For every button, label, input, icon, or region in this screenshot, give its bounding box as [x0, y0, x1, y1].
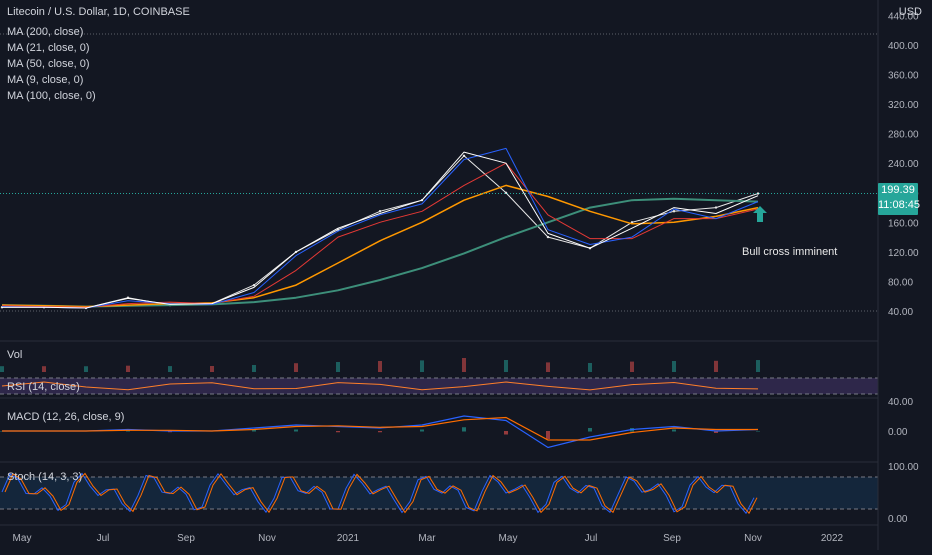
volume-bar: [252, 365, 256, 372]
volume-bar: [0, 366, 4, 372]
stoch-pane-label[interactable]: Stoch (14, 3, 3): [7, 471, 83, 483]
macd-histogram-bar: [756, 431, 760, 432]
currency-label[interactable]: USD: [898, 6, 922, 18]
ma-21-label[interactable]: MA (21, close, 0): [7, 42, 90, 54]
y-tick-label: 440.00: [888, 11, 919, 22]
volume-bar: [84, 366, 88, 372]
volume-bar: [756, 360, 760, 372]
series-line-0: [2, 155, 759, 309]
volume-bar: [42, 366, 46, 372]
x-tick-label: 2021: [337, 533, 360, 544]
up-arrow-icon: [753, 206, 767, 222]
macd-histogram-bar: [588, 428, 592, 432]
price-point: [672, 210, 676, 213]
series-line-3: [1, 162, 759, 308]
macd-tick-label: 0.00: [888, 427, 908, 438]
y-tick-label: 160.00: [888, 218, 919, 229]
x-tick-label: Sep: [663, 533, 681, 544]
ma-200-label[interactable]: MA (200, close): [7, 26, 84, 38]
current-price: 199.39: [881, 184, 915, 196]
macd-histogram-bar: [294, 429, 298, 432]
volume-bar: [672, 361, 676, 372]
series-line-5: [2, 151, 759, 309]
stoch-d-line: [4, 472, 758, 515]
price-point: [504, 191, 508, 194]
x-tick-label: Nov: [744, 533, 762, 544]
y-tick-label: 280.00: [888, 130, 919, 141]
ma-50-label[interactable]: MA (50, close, 0): [7, 58, 90, 70]
price-point: [546, 235, 550, 239]
macd-tick-label: 40.00: [888, 397, 913, 408]
macd-line: [2, 415, 759, 449]
price-point: [336, 228, 340, 231]
volume-bar: [294, 363, 298, 372]
chart-title: Litecoin / U.S. Dollar, 1D, COINBASE: [7, 6, 190, 18]
volume-bar: [168, 366, 172, 372]
rsi-pane-label[interactable]: RSI (14, close): [7, 381, 80, 393]
stoch-band: [0, 477, 878, 509]
series-line-2: [1, 184, 759, 308]
volume-bar: [336, 362, 340, 372]
volume-bar: [420, 360, 424, 372]
volume-bar: [126, 365, 130, 372]
x-tick-label: Jul: [97, 533, 110, 544]
ma-100-label[interactable]: MA (100, close, 0): [7, 90, 96, 102]
price-point: [252, 283, 256, 287]
price-point: [378, 210, 382, 213]
y-tick-label: 40.00: [888, 307, 913, 318]
y-tick-label: 320.00: [888, 100, 919, 111]
macd-pane-label[interactable]: MACD (12, 26, close, 9): [7, 411, 125, 423]
macd-signal-line: [2, 416, 758, 441]
y-tick-label: 240.00: [888, 159, 919, 170]
volume-bar: [588, 363, 592, 372]
x-tick-label: May: [13, 533, 32, 544]
ma-9-label[interactable]: MA (9, close, 0): [7, 74, 84, 86]
stoch-tick-label: 100.00: [888, 462, 919, 473]
macd-histogram-bar: [168, 431, 172, 433]
x-tick-label: 2022: [821, 533, 844, 544]
price-point: [756, 192, 760, 195]
stoch-tick-label: 0.00: [888, 514, 908, 525]
series-line-4: [1, 147, 759, 309]
rsi-band: [0, 378, 878, 394]
x-tick-label: Mar: [418, 533, 436, 544]
volume-bar: [546, 362, 550, 372]
macd-histogram-bar: [714, 431, 718, 433]
x-tick-label: Sep: [177, 533, 195, 544]
macd-histogram-bar: [378, 431, 382, 433]
y-tick-label: 400.00: [888, 41, 919, 52]
rsi-line: [1, 381, 759, 391]
volume-bar: [504, 360, 508, 372]
x-tick-label: May: [499, 533, 518, 544]
macd-histogram-bar: [336, 431, 340, 433]
x-tick-label: Jul: [585, 533, 598, 544]
macd-histogram-bar: [672, 429, 676, 432]
price-tag: 199.39 11:08:45: [878, 183, 921, 215]
y-tick-label: 120.00: [888, 248, 919, 259]
x-tick-label: Nov: [258, 533, 276, 544]
bull-cross-annotation: Bull cross imminent: [742, 246, 838, 258]
price-point: [714, 206, 718, 209]
price-point: [462, 154, 466, 158]
macd-histogram-bar: [420, 429, 424, 432]
volume-bar: [630, 361, 634, 372]
y-tick-label: 80.00: [888, 277, 913, 288]
macd-histogram-bar: [252, 429, 256, 432]
macd-histogram-bar: [462, 427, 466, 432]
y-tick-label: 360.00: [888, 71, 919, 82]
volume-pane-label[interactable]: Vol: [7, 349, 23, 361]
volume-bar: [210, 366, 214, 372]
bar-countdown: 11:08:45: [878, 199, 921, 211]
macd-histogram-bar: [546, 431, 550, 439]
volume-bar: [462, 358, 466, 372]
volume-bar: [714, 360, 718, 372]
macd-histogram-bar: [504, 431, 508, 435]
volume-bar: [378, 361, 382, 372]
